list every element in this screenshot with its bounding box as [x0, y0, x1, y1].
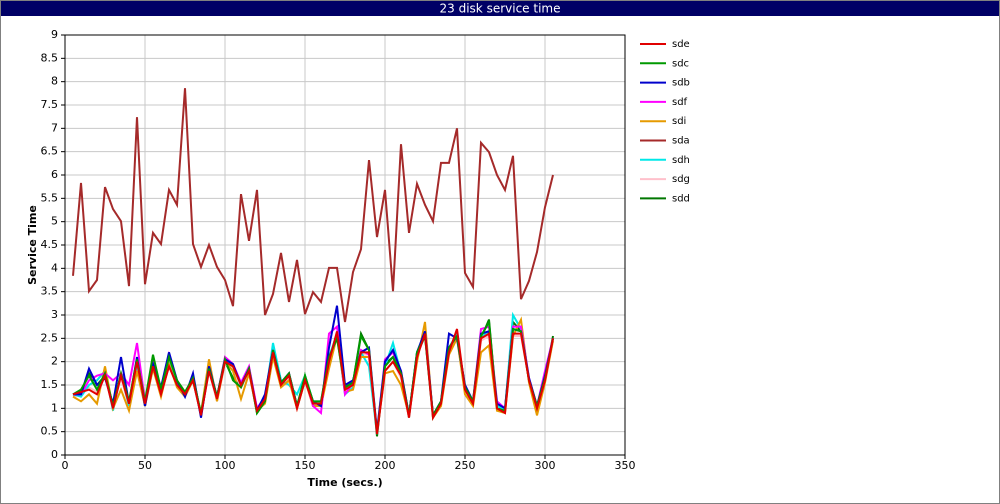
y-tick-label: 8.5	[41, 51, 59, 64]
legend-label: sdg	[672, 174, 690, 185]
y-axis-label: Service Time	[26, 205, 39, 285]
chart-title: 23 disk service time	[440, 2, 561, 16]
y-tick-label: 2	[51, 355, 58, 368]
legend-label: sdh	[672, 155, 690, 166]
x-tick-label: 350	[615, 459, 636, 472]
x-tick-label: 50	[138, 459, 152, 472]
y-tick-label: 5	[51, 215, 58, 228]
y-tick-label: 1	[51, 401, 58, 414]
legend-label: sde	[672, 39, 690, 50]
y-tick-label: 6.5	[41, 145, 59, 158]
legend-label: sdi	[672, 116, 686, 127]
legend-label: sda	[672, 136, 690, 147]
legend-label: sdd	[672, 193, 690, 204]
x-tick-label: 100	[215, 459, 236, 472]
legend-label: sdf	[672, 97, 688, 108]
y-tick-label: 2.5	[41, 331, 59, 344]
legend-label: sdb	[672, 78, 690, 89]
series-line	[72, 328, 554, 435]
y-tick-label: 6	[51, 168, 58, 181]
y-tick-label: 7	[51, 121, 58, 134]
y-tick-label: 4	[51, 261, 58, 274]
x-tick-label: 0	[62, 459, 69, 472]
legend-label: sdc	[672, 58, 689, 69]
y-tick-label: 9	[51, 28, 58, 41]
y-tick-label: 5.5	[41, 191, 59, 204]
y-tick-label: 1.5	[41, 378, 59, 391]
x-tick-label: 250	[455, 459, 476, 472]
series-line	[72, 88, 554, 323]
x-axis-label: Time (secs.)	[307, 476, 382, 489]
x-tick-label: 200	[375, 459, 396, 472]
y-tick-label: 0	[51, 448, 58, 461]
x-tick-label: 300	[535, 459, 556, 472]
y-tick-label: 0.5	[41, 425, 59, 438]
y-tick-label: 8	[51, 75, 58, 88]
plot-border	[64, 34, 626, 456]
x-tick-label: 150	[295, 459, 316, 472]
y-tick-label: 3	[51, 308, 58, 321]
y-tick-label: 7.5	[41, 98, 59, 111]
y-tick-label: 3.5	[41, 285, 59, 298]
title-bar	[1, 1, 999, 16]
y-tick-label: 4.5	[41, 238, 59, 251]
